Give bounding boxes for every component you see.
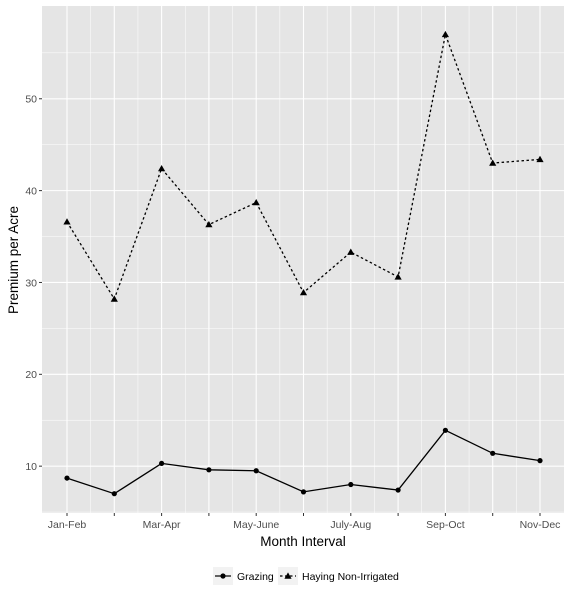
grid-major [42, 6, 564, 513]
y-tick-label: 50 [25, 94, 37, 106]
circle-point [64, 475, 70, 481]
y-tick-label: 30 [25, 277, 37, 289]
circle-point [348, 481, 354, 488]
legend-label: Grazing [237, 571, 274, 583]
x-tick-label: Mar-Apr [143, 519, 181, 531]
circle-point [111, 491, 117, 497]
y-axis-title: Premium per Acre [6, 206, 21, 314]
triangle-point [441, 30, 449, 38]
x-tick-label: Nov-Dec [520, 519, 561, 531]
legend-circle-marker [220, 573, 226, 579]
triangle-point [489, 159, 497, 166]
grid-minor [42, 6, 564, 513]
triangle-point [158, 164, 166, 172]
legend-label: Haying Non-Irrigated [302, 571, 399, 583]
x-axis: Jan-Feb Mar-Apr May-June July-Aug Sep-Oct Nov… [48, 513, 561, 531]
x-tick-label: May-June [233, 519, 279, 531]
circle-point [395, 487, 401, 493]
circle-point [442, 427, 448, 433]
circle-point [300, 489, 307, 495]
y-tick-label: 20 [25, 369, 37, 381]
triangle-point [299, 288, 308, 296]
x-axis-title: Month Interval [260, 534, 346, 549]
triangle-point [205, 220, 213, 228]
triangle-point [394, 273, 402, 280]
circle-point [159, 460, 165, 467]
series-points [63, 30, 544, 497]
triangle-point [347, 248, 355, 255]
triangle-point [536, 155, 544, 163]
triangle-point [252, 198, 260, 206]
y-axis: 10 20 30 40 50 [25, 94, 42, 473]
circle-point [206, 467, 212, 473]
y-tick-label: 10 [25, 461, 37, 473]
legend-triangle-marker [284, 572, 292, 579]
legend: Grazing Haying Non-Irrigated [213, 567, 399, 585]
x-tick-label: July-Aug [330, 519, 371, 531]
circle-point [537, 458, 543, 464]
x-tick-label: Sep-Oct [426, 519, 465, 531]
circle-point [253, 468, 259, 474]
circle-point [490, 450, 496, 456]
triangle-point [110, 295, 118, 302]
y-tick-label: 40 [25, 185, 37, 197]
triangle-point [63, 218, 71, 225]
x-tick-label: Jan-Feb [48, 519, 87, 531]
